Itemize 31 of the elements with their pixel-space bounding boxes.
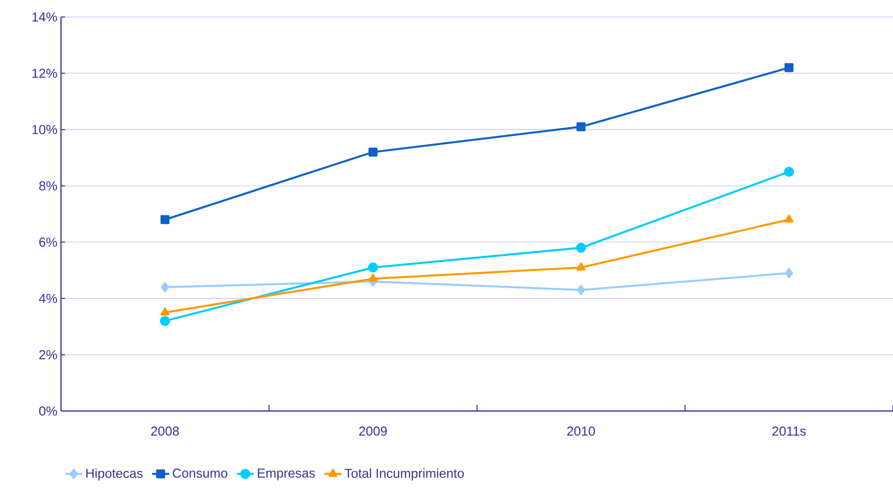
point: [784, 214, 794, 223]
point: [368, 148, 378, 157]
point: [368, 262, 378, 272]
x-tick-label: 2010: [567, 426, 595, 436]
point: [160, 215, 170, 224]
point: [784, 166, 794, 177]
x-tick-label: 2011s: [772, 426, 806, 436]
point: [576, 262, 586, 270]
point: [160, 316, 170, 326]
x-tick-label: 2009: [359, 426, 387, 436]
legend-label: Total Incumprimiento: [344, 468, 464, 481]
legend-label: Consumo: [172, 468, 228, 478]
point: [160, 307, 170, 316]
point: [785, 268, 794, 278]
y-tick-label: 12%: [32, 68, 58, 78]
point: [577, 284, 586, 295]
y-tick-label: 0%: [39, 406, 58, 416]
y-tick-label: 10%: [32, 124, 58, 134]
legend-label: Empresas: [258, 468, 315, 480]
point: [576, 122, 586, 132]
y-tick-label: 8%: [39, 181, 58, 190]
y-tick-label: 4%: [38, 294, 58, 303]
x-tick-label: 2008: [151, 426, 179, 436]
point: [368, 274, 378, 282]
point: [161, 282, 169, 292]
point: [576, 242, 586, 253]
y-tick-label: 6%: [39, 238, 58, 247]
legend-label: Hipotecas: [86, 468, 143, 481]
y-tick-label: 2%: [39, 350, 58, 360]
point: [784, 63, 794, 72]
y-tick-label: 14%: [32, 12, 58, 22]
